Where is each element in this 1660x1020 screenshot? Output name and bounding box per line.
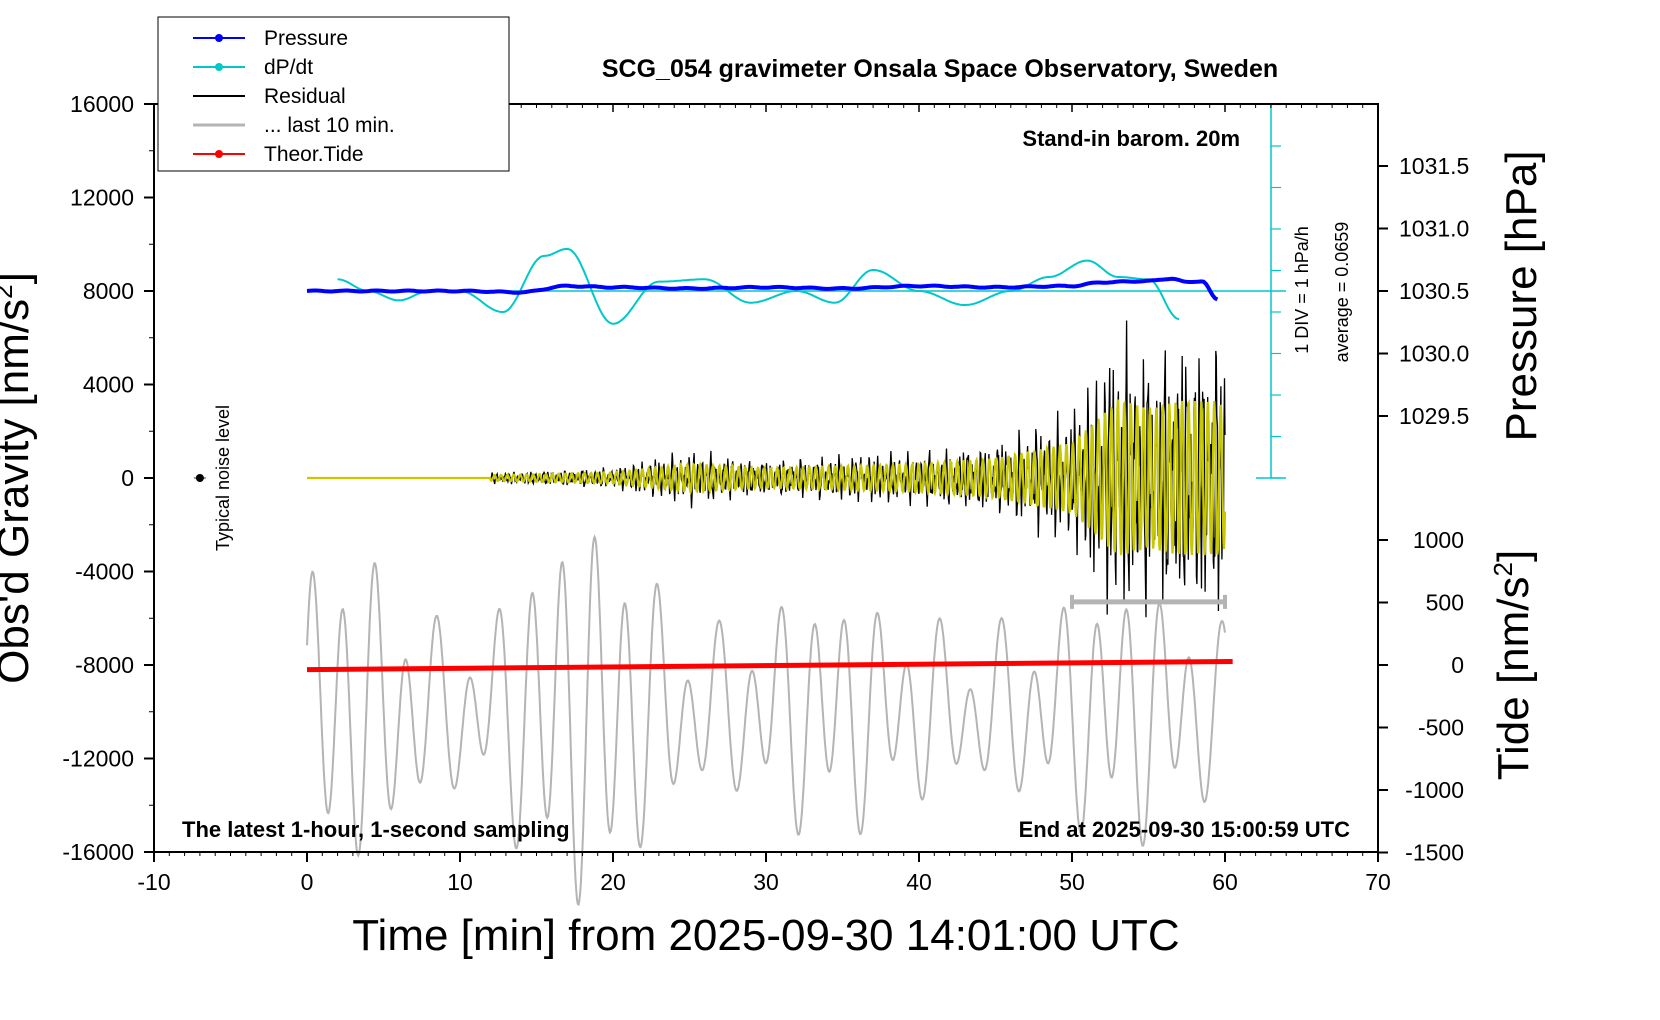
series-residual-filtered-line	[307, 398, 1227, 556]
y-axis-title-pressure: Pressure [hPa]	[1497, 150, 1546, 441]
x-tick-label: 60	[1212, 869, 1238, 895]
y-tide-sup: 2	[1488, 562, 1518, 576]
legend-label: ... last 10 min.	[264, 114, 395, 137]
legend-label: Theor.Tide	[264, 143, 364, 166]
pressure-tick-label: 1030.0	[1399, 341, 1469, 367]
y-left-main: Obs'd Gravity [nm/s	[0, 299, 38, 684]
series-last10min-line	[306, 534, 1226, 907]
chart: -10 0 10 20 30 40 50 60 701600012000800040000-40…	[0, 16, 1546, 960]
y-tick-label: 4000	[83, 372, 134, 398]
y-tick-label: 0	[121, 465, 134, 491]
pressure-tick-label: 1031.0	[1399, 216, 1469, 242]
x-tick-label: 70	[1365, 869, 1391, 895]
tide-tick-label: -1500	[1405, 840, 1464, 866]
tide-tick-label: 500	[1426, 590, 1464, 616]
legend-box	[157, 16, 510, 172]
y-tick-label: -12000	[62, 746, 134, 772]
y-axis-title-left: Obs'd Gravity [nm/s2]	[0, 272, 38, 684]
x-tick-label: 20	[600, 869, 626, 895]
x-tick-label: 30	[753, 869, 779, 895]
y-tick-label: -16000	[62, 839, 134, 865]
y-tick-label: 8000	[83, 278, 134, 304]
y-tide-main: Tide [nm/s	[1489, 576, 1538, 780]
x-tick-label: 10	[447, 869, 473, 895]
latest-label: The latest 1-hour, 1-second sampling	[182, 817, 570, 842]
tide-tick-label: 1000	[1413, 527, 1464, 553]
x-tick-label: 50	[1059, 869, 1085, 895]
noise-marker	[195, 474, 204, 482]
series-tide-line	[306, 658, 1233, 673]
y-left-sup: 2	[0, 284, 18, 298]
pressure-tick-label: 1031.5	[1399, 153, 1469, 179]
average-label: average = 0.0659	[1332, 222, 1352, 363]
x-tick-label: 0	[301, 869, 314, 895]
legend: Pressure dP/dt Residual ... last 10 min. The…	[157, 16, 510, 172]
legend-swatch-marker	[215, 150, 223, 158]
end-at-label: End at 2025-09-30 15:00:59 UTC	[1019, 817, 1350, 842]
chart-title: SCG_054 gravimeter Onsala Space Observat…	[602, 55, 1278, 83]
legend-label: dP/dt	[264, 56, 313, 79]
y-axis-title-tide: Tide [nm/s2]	[1488, 550, 1538, 780]
tide-tick-label: -1000	[1405, 777, 1464, 803]
series-layer	[193, 103, 1286, 907]
pressure-tick-label: 1029.5	[1399, 403, 1469, 429]
y-tide-end: ]	[1489, 550, 1538, 562]
stand-in-label: Stand-in barom. 20m	[1022, 126, 1240, 151]
div-label: 1 DIV = 1 hPa/h	[1292, 226, 1312, 354]
y-tick-label: -8000	[75, 652, 134, 678]
y-left-end: ]	[0, 272, 38, 284]
x-axis-title: Time [min] from 2025-09-30 14:01:00 UTC	[352, 911, 1179, 960]
series-dpdt-line	[337, 247, 1180, 325]
legend-swatch-marker	[215, 34, 223, 42]
series-pressure-line	[306, 276, 1219, 302]
x-tick-label: 40	[906, 869, 932, 895]
y-tick-label: 12000	[70, 185, 134, 211]
x-tick-label: -10	[137, 869, 170, 895]
legend-label: Residual	[264, 85, 346, 108]
tick-layer: -10 0 10 20 30 40 50 60 70 16000 12000 8000 4000 0 -40…	[62, 91, 1469, 895]
noise-label: Typical noise level	[213, 405, 233, 551]
tide-tick-label: -500	[1418, 715, 1464, 741]
pressure-tick-label: 1030.5	[1399, 278, 1469, 304]
y-tick-label: -4000	[75, 559, 134, 585]
y-tick-label: 16000	[70, 91, 134, 117]
legend-swatch-marker	[215, 63, 223, 71]
tide-tick-label: 0	[1451, 652, 1464, 678]
legend-label: Pressure	[264, 27, 348, 50]
